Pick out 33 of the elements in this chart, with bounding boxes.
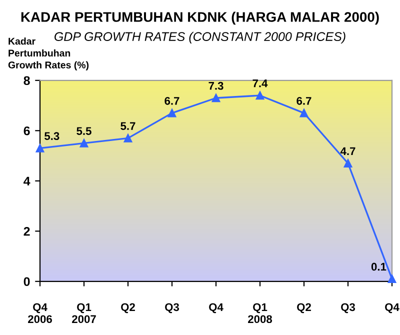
x-tick-label: Q4 [385, 303, 400, 314]
point [344, 159, 352, 168]
point [388, 274, 396, 284]
x-tick-label: Q3 [165, 303, 180, 314]
point [300, 108, 308, 118]
y-tick-label: 8 [24, 76, 30, 86]
x-tick-label: Q3 [341, 303, 356, 314]
y-tick-label: 4 [24, 176, 30, 186]
data-label: 5.7 [120, 122, 136, 130]
point [36, 144, 44, 152]
y-tick-label: 0 [24, 277, 30, 286]
point [212, 94, 220, 102]
y-tick-label: 6 [24, 126, 30, 136]
x-tick-label: Q4 2006 [28, 303, 52, 324]
data-label: 0.1 [371, 262, 386, 271]
x-tick-label: Q4 [209, 303, 224, 314]
chart-title: KADAR PERTUMBUHAN KDNK (HARGA MALAR 2000) [21, 12, 379, 25]
point [80, 139, 88, 148]
data-label: 6.7 [296, 96, 312, 105]
x-tick-label: Q2 [121, 303, 135, 314]
point [168, 108, 176, 118]
x-tick-label: Q1 2007 [72, 303, 96, 324]
data-label: 7.3 [208, 82, 224, 90]
y-tick-label: 2 [24, 226, 30, 236]
data-label: 7.4 [252, 80, 268, 88]
data-label: 5.5 [76, 127, 92, 135]
data-label: 6.7 [164, 96, 180, 105]
point [256, 91, 264, 100]
point [124, 134, 132, 142]
data-label: 5.3 [44, 132, 60, 140]
data-label: 4.7 [340, 147, 356, 155]
x-tick-label: Q1 2008 [248, 303, 272, 324]
x-tick-label: Q2 [297, 303, 311, 314]
